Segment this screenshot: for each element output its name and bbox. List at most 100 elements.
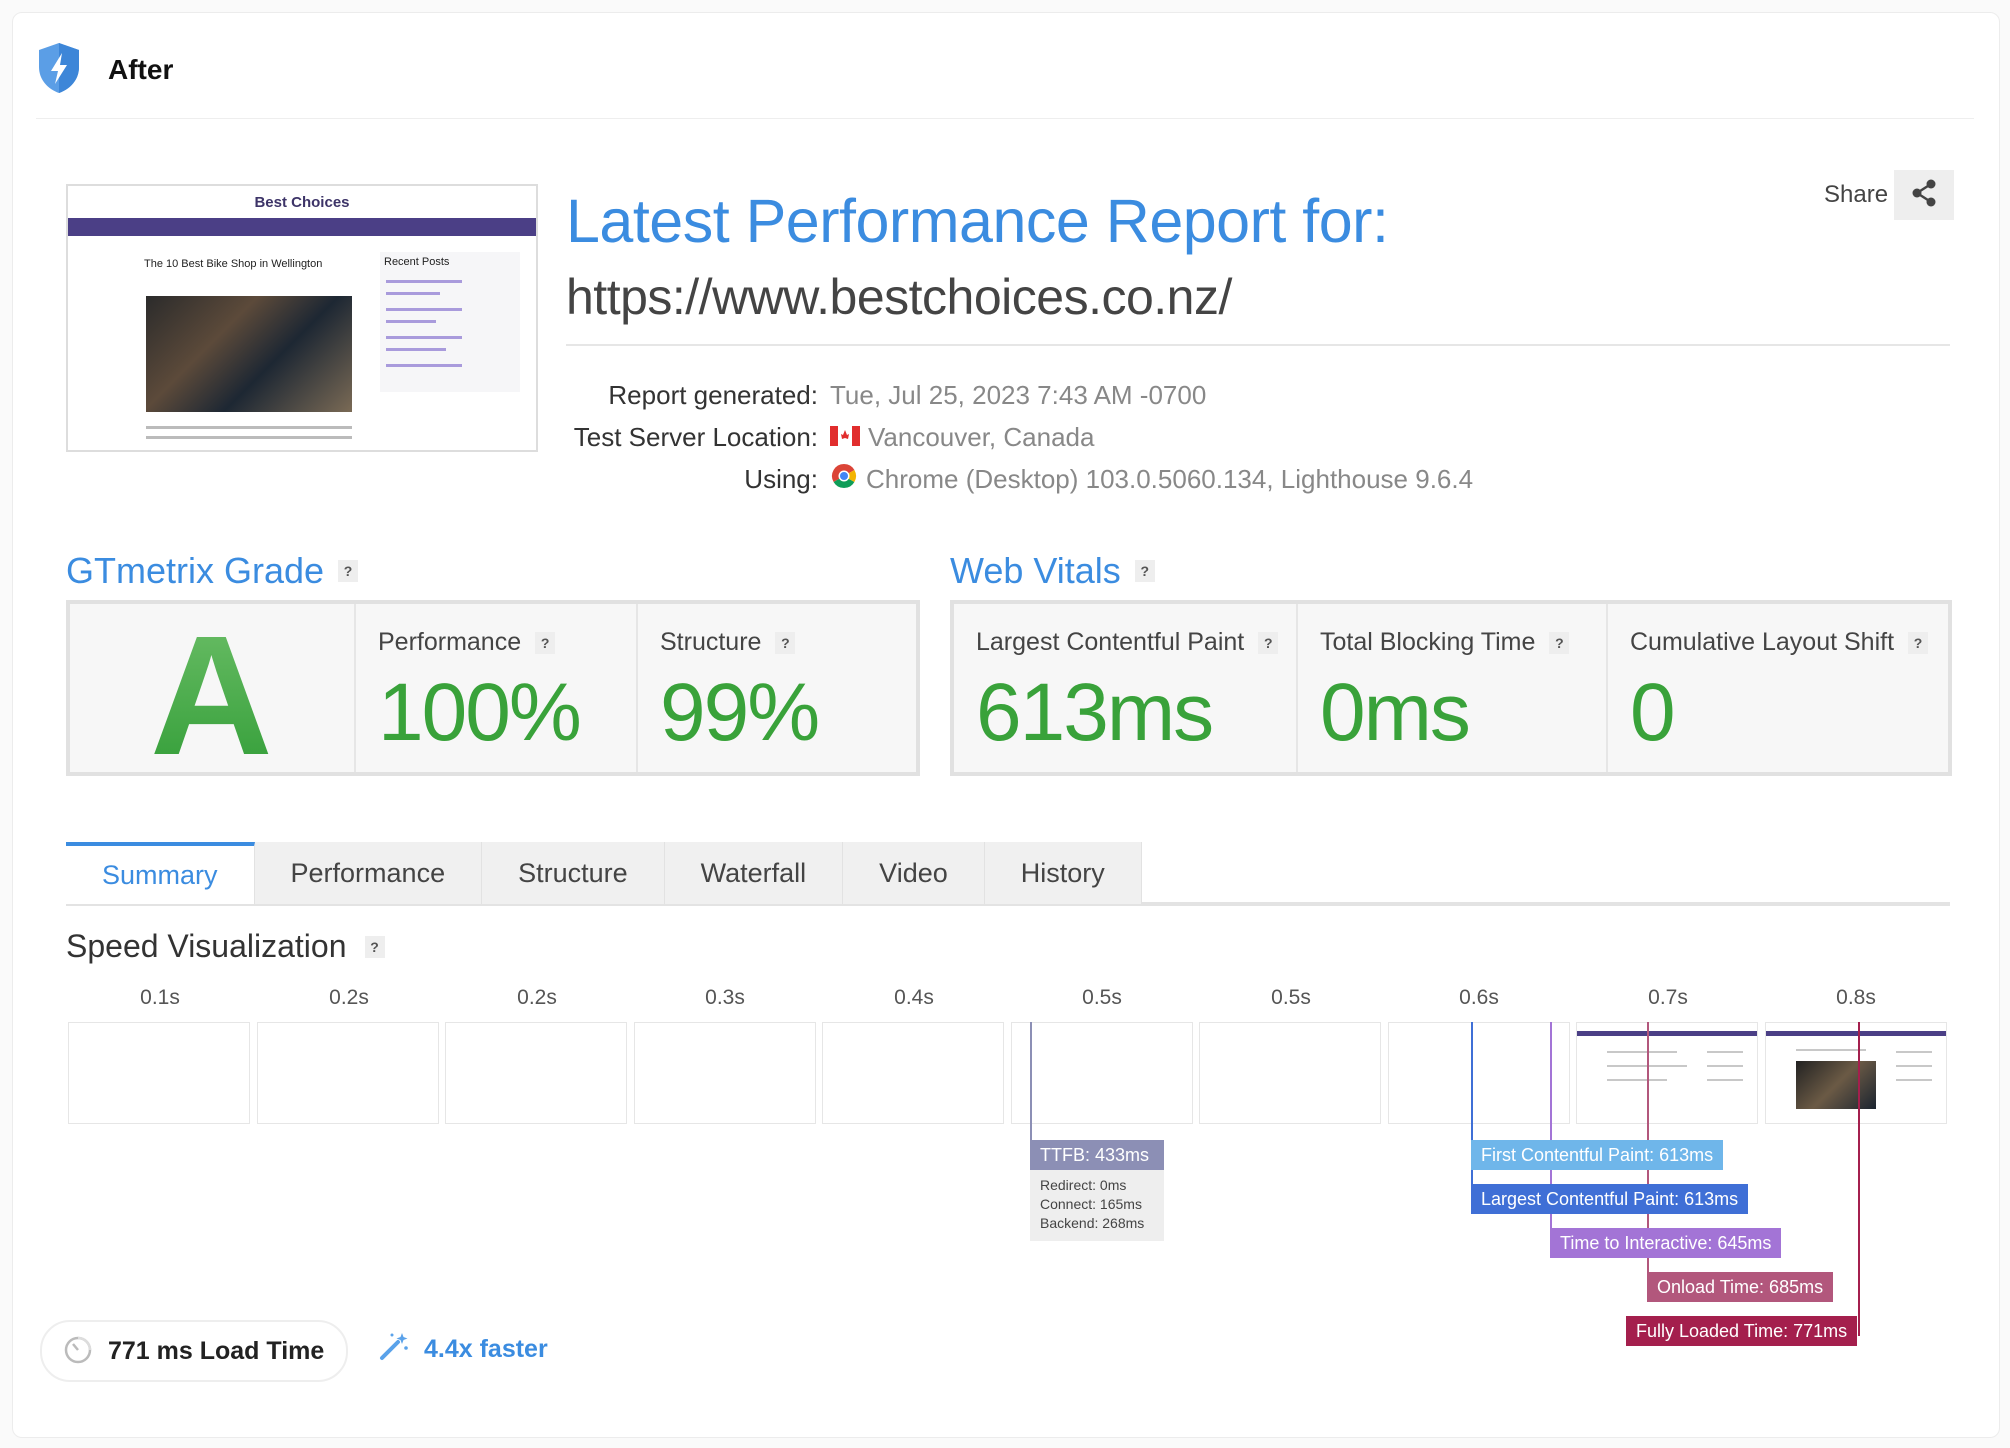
tab-history[interactable]: History	[984, 842, 1142, 904]
filmstrip-frame[interactable]	[1011, 1022, 1193, 1124]
meta-key: Report generated:	[608, 379, 818, 410]
screenshot-link	[386, 364, 462, 367]
screenshot-site-title: Best Choices	[254, 194, 350, 211]
ttfb-marker: TTFB: 433ms Redirect: 0ms Connect: 165ms…	[1030, 1140, 1164, 1241]
time-tick: 0.1s	[140, 986, 180, 1009]
filmstrip-frame[interactable]	[634, 1022, 816, 1124]
section-header: After	[36, 40, 173, 100]
screenshot-link	[386, 308, 462, 311]
ttfb-connect: Connect: 165ms	[1040, 1196, 1142, 1212]
meta-value: Tue, Jul 25, 2023 7:43 AM -0700	[830, 380, 1206, 411]
filmstrip-frame[interactable]	[1388, 1022, 1570, 1124]
frame-nav	[1766, 1031, 1946, 1036]
screenshot-text	[146, 426, 352, 429]
share-icon	[1910, 178, 1938, 213]
help-icon[interactable]: ?	[1549, 631, 1570, 654]
help-icon[interactable]: ?	[1258, 631, 1279, 654]
help-icon[interactable]: ?	[338, 560, 359, 582]
meta-row-server-location: Test Server Location: Vancouver, Canada	[566, 416, 1473, 458]
report-url[interactable]: https://www.bestchoices.co.nz/	[566, 269, 1232, 325]
lcp-label: Largest Contentful Paint?	[976, 628, 1279, 657]
shield-bolt-icon	[36, 41, 82, 100]
meta-key: Test Server Location:	[573, 421, 818, 452]
time-tick: 0.4s	[894, 986, 934, 1009]
tab-performance[interactable]: Performance	[254, 842, 483, 904]
frame-text	[1796, 1049, 1866, 1051]
fully-loaded-marker-line	[1858, 1022, 1860, 1336]
onload-marker: Onload Time: 685ms	[1647, 1272, 1834, 1302]
time-tick: 0.7s	[1648, 986, 1688, 1009]
meta-row-using: Using: Chrome (Desktop) 103.0.5060.134, …	[566, 458, 1473, 500]
filmstrip-frame[interactable]	[1576, 1022, 1758, 1124]
frame-text	[1707, 1079, 1743, 1081]
cls-cell: Cumulative Layout Shift? 0	[1608, 604, 1948, 772]
screenshot-link	[386, 320, 436, 323]
web-vitals-label: Web Vitals	[950, 550, 1121, 591]
filmstrip-frame[interactable]	[445, 1022, 627, 1124]
screenshot-post-title: The 10 Best Bike Shop in Wellington	[144, 258, 323, 270]
screenshot-link	[386, 336, 462, 339]
time-tick: 0.8s	[1836, 986, 1876, 1009]
web-vitals-box: Largest Contentful Paint? 613ms Total Bl…	[950, 600, 1952, 776]
frame-text	[1896, 1079, 1932, 1081]
structure-label: Structure?	[660, 628, 796, 657]
page-screenshot: Best Choices The 10 Best Bike Shop in We…	[66, 184, 538, 452]
filmstrip-frame[interactable]	[1199, 1022, 1381, 1124]
help-icon[interactable]: ?	[1134, 560, 1155, 582]
meta-value: Chrome (Desktop) 103.0.5060.134, Lightho…	[830, 462, 1473, 497]
lcp-value: 613ms	[976, 667, 1214, 758]
meta-value: Vancouver, Canada	[830, 422, 1094, 453]
grade-cell: A	[70, 601, 356, 791]
speedup-text: 4.4x faster	[424, 1335, 548, 1363]
speedup-indicator: 4.4x faster	[378, 1330, 548, 1369]
tti-marker: Time to Interactive: 645ms	[1550, 1228, 1782, 1258]
cls-value: 0	[1630, 667, 1676, 758]
filmstrip	[66, 1022, 1952, 1126]
stopwatch-icon	[62, 1333, 94, 1370]
time-ticks: 0.1s 0.2s 0.2s 0.3s 0.4s 0.5s 0.5s 0.6s …	[66, 986, 1952, 1016]
ttfb-breakdown: Redirect: 0ms Connect: 165ms Backend: 26…	[1030, 1170, 1164, 1241]
help-icon[interactable]: ?	[775, 631, 796, 654]
tabs-underline	[66, 902, 1950, 906]
meta-row-report-generated: Report generated: Tue, Jul 25, 2023 7:43…	[566, 374, 1473, 416]
web-vitals-title: Web Vitals ?	[950, 550, 1155, 592]
page-title: Latest Performance Report for:	[566, 187, 1389, 255]
share-control: Share	[1824, 170, 1955, 220]
time-tick: 0.6s	[1459, 986, 1499, 1009]
tab-waterfall[interactable]: Waterfall	[664, 842, 844, 904]
screenshot-text	[146, 436, 352, 439]
tab-summary[interactable]: Summary	[66, 842, 255, 904]
frame-text	[1896, 1065, 1932, 1067]
time-tick: 0.3s	[705, 986, 745, 1009]
tti-marker-line	[1550, 1022, 1552, 1248]
help-icon[interactable]: ?	[364, 935, 385, 958]
screenshot-sidebar-title: Recent Posts	[384, 256, 450, 268]
screenshot-nav	[68, 218, 536, 236]
time-tick: 0.5s	[1271, 986, 1311, 1009]
meta-key: Using:	[744, 463, 818, 494]
time-tick: 0.5s	[1082, 986, 1122, 1009]
ttfb-redirect: Redirect: 0ms	[1040, 1177, 1127, 1193]
lcp-label-text: Largest Contentful Paint	[976, 628, 1245, 656]
fully-loaded-marker: Fully Loaded Time: 771ms	[1626, 1316, 1858, 1346]
help-icon[interactable]: ?	[1908, 631, 1929, 654]
divider	[36, 118, 1974, 119]
filmstrip-frame[interactable]	[257, 1022, 439, 1124]
share-button[interactable]	[1894, 170, 1955, 220]
frame-text	[1607, 1051, 1677, 1053]
tbt-label-text: Total Blocking Time	[1320, 628, 1536, 656]
performance-label: Performance?	[378, 628, 556, 657]
tab-video[interactable]: Video	[843, 842, 985, 904]
structure-cell: Structure? 99%	[638, 604, 916, 772]
server-location-value: Vancouver, Canada	[868, 421, 1095, 452]
help-icon[interactable]: ?	[535, 631, 556, 654]
filmstrip-frame[interactable]	[822, 1022, 1004, 1124]
structure-label-text: Structure	[660, 628, 762, 656]
filmstrip-frame[interactable]	[68, 1022, 250, 1124]
filmstrip-frame[interactable]	[1765, 1022, 1947, 1124]
screenshot-link	[386, 292, 440, 295]
ttfb-backend: Backend: 268ms	[1040, 1215, 1145, 1231]
tbt-value: 0ms	[1320, 667, 1471, 758]
performance-cell: Performance? 100%	[356, 604, 638, 772]
tab-structure[interactable]: Structure	[482, 842, 665, 904]
